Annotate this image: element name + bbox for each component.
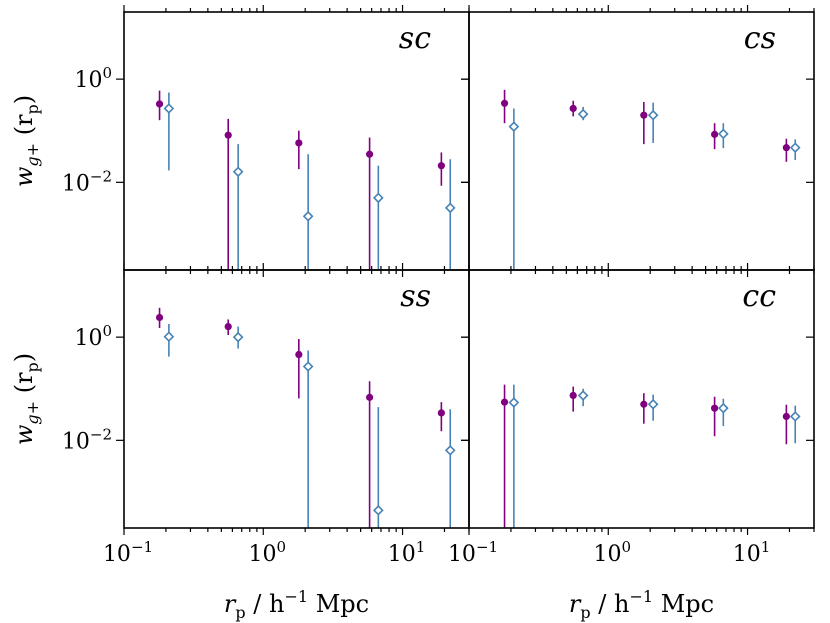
point-sc-1-3: [372, 192, 384, 204]
point-sc-0-1: [224, 131, 232, 139]
point-cc-1-1: [577, 390, 589, 401]
point-cs-1-3: [717, 128, 729, 140]
point-sc-0-0: [155, 100, 164, 108]
y-axis-label-bottom: wg+ (rp): [10, 353, 42, 445]
x-axis-label-right: rp / h−1 Mpc: [569, 587, 714, 622]
point-ss-1-2: [302, 361, 314, 372]
ytick-label-sc-0: 100: [74, 64, 112, 93]
ytick-label-ss-0: 100: [74, 322, 112, 351]
point-cc-1-2: [647, 398, 659, 410]
ytick-label-ss-1: 10−2: [62, 425, 112, 454]
panel-cc: cc 10−1 100 101: [448, 263, 815, 567]
point-ss-0-4: [437, 409, 445, 417]
point-ss-1-0: [163, 331, 175, 343]
point-sc-0-4: [437, 162, 445, 170]
point-ss-0-2: [295, 350, 303, 359]
point-cs-1-4: [789, 142, 801, 153]
ytick-label-sc-1: 10−2: [62, 167, 112, 196]
panel-title-ss: ss: [400, 279, 431, 314]
point-ss-1-1: [232, 331, 244, 343]
point-cs-0-2: [640, 111, 648, 119]
point-cc-1-0: [508, 397, 520, 408]
point-cc-0-0: [500, 398, 509, 406]
point-cc-0-2: [640, 400, 648, 408]
point-sc-1-1: [232, 166, 244, 178]
xtick-label-cc-1: 100: [594, 538, 632, 567]
panel-title-cs: cs: [744, 21, 776, 56]
x-axis-label-left: rp / h−1 Mpc: [224, 587, 369, 622]
point-ss-1-4: [444, 445, 456, 456]
panel-cs: cs: [461, 5, 815, 277]
point-ss-0-0: [155, 313, 164, 322]
point-sc-0-2: [295, 139, 303, 147]
point-cs-1-1: [577, 108, 589, 120]
panel-ss: ss 100 10−2 10−1 100 101: [62, 263, 470, 567]
xtick-label-ss-1: 100: [249, 538, 287, 567]
xtick-label-ss-0: 10−1: [103, 538, 153, 567]
point-cs-0-3: [711, 130, 719, 138]
point-ss-0-1: [224, 323, 232, 331]
point-ss-1-3: [372, 504, 384, 516]
point-sc-1-4: [444, 202, 456, 214]
panel-title-sc: sc: [399, 21, 431, 56]
xtick-label-ss-2: 101: [388, 538, 426, 567]
point-ss-0-3: [366, 393, 374, 401]
point-cc-0-1: [569, 391, 577, 400]
point-sc-0-3: [366, 150, 374, 158]
xtick-label-cc-0: 10−1: [448, 538, 498, 567]
point-sc-1-2: [302, 210, 314, 222]
point-cs-1-2: [647, 109, 659, 121]
y-axis-label-top: wg+ (rp): [10, 95, 42, 187]
point-cc-0-4: [782, 412, 790, 421]
point-cs-1-0: [508, 121, 520, 132]
point-cs-0-4: [782, 144, 790, 152]
xtick-label-cc-2: 101: [733, 538, 771, 567]
point-cs-0-1: [569, 104, 577, 113]
panel-sc: sc 100 10−2: [62, 5, 470, 277]
panel-title-cc: cc: [742, 279, 776, 314]
point-cc-1-3: [717, 402, 729, 414]
point-sc-1-0: [163, 103, 175, 114]
point-cc-1-4: [789, 411, 801, 422]
point-cc-0-3: [711, 404, 719, 412]
panel-frame-cc: [468, 269, 815, 529]
point-cs-0-0: [500, 99, 509, 107]
